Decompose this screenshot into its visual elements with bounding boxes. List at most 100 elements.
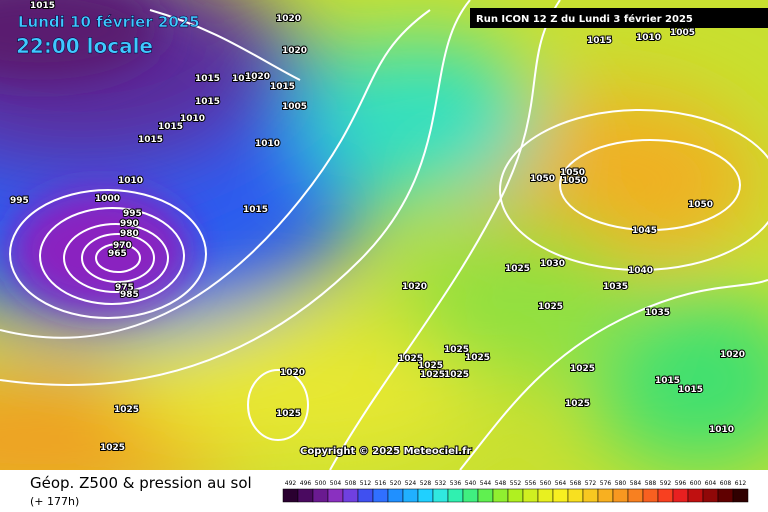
- copyright: Copyright © 2025 Meteociel.fr: [300, 446, 471, 457]
- isobar-label: 1020: [245, 72, 270, 82]
- isobar-label: 1015: [30, 1, 55, 11]
- legend-label: 612: [735, 480, 747, 487]
- isobar-label: 1025: [565, 399, 590, 409]
- isobar-label: 1015: [270, 82, 295, 92]
- legend-swatch: [672, 488, 689, 503]
- isobar-label: 990: [120, 219, 139, 229]
- date-label: Lundi 10 février 2025: [18, 13, 200, 31]
- legend-label: 560: [540, 480, 552, 487]
- isobar-label: 1025: [444, 345, 469, 355]
- isobar-label: 1015: [587, 36, 612, 46]
- isobar-label: 1010: [118, 176, 143, 186]
- footer-title: Géop. Z500 & pression au sol: [30, 474, 252, 492]
- isobar-label: 1025: [114, 405, 139, 415]
- isobar-label: 1045: [632, 226, 657, 236]
- legend-label: 544: [480, 480, 492, 487]
- isobar-label: 965: [108, 249, 127, 259]
- run-label: Run ICON 12 Z du Lundi 3 février 2025: [476, 13, 693, 25]
- isobar-label: 1015: [158, 122, 183, 132]
- isobar-label: 980: [120, 229, 139, 239]
- isobar-label: 1025: [570, 364, 595, 374]
- legend-swatch: [582, 488, 599, 503]
- legend-label: 552: [510, 480, 522, 487]
- isobar-label: 1025: [465, 353, 490, 363]
- legend-swatch: [627, 488, 644, 503]
- legend-label: 548: [495, 480, 507, 487]
- isobar-label: 1000: [95, 194, 120, 204]
- legend-swatch: [282, 488, 299, 503]
- legend-swatch: [537, 488, 554, 503]
- isobar-label: 1025: [100, 443, 125, 453]
- isobar-label: 1025: [418, 361, 443, 371]
- legend-swatch: [432, 488, 449, 503]
- legend-swatch: [507, 488, 524, 503]
- isobar-lines: [0, 0, 768, 471]
- legend-label: 588: [645, 480, 657, 487]
- legend-label: 540: [465, 480, 477, 487]
- isobar-label: 1015: [138, 135, 163, 145]
- isobar-label: 1015: [195, 97, 220, 107]
- legend-label: 592: [660, 480, 672, 487]
- isobar-label: 1005: [282, 102, 307, 112]
- isobar-label: 1020: [276, 14, 301, 24]
- isobar-label: 1025: [398, 354, 423, 364]
- legend-swatch: [327, 488, 344, 503]
- legend-label: 604: [705, 480, 717, 487]
- legend-label: 584: [630, 480, 642, 487]
- legend-swatch: [357, 488, 374, 503]
- isobar-label: 1020: [402, 282, 427, 292]
- legend-label: 572: [585, 480, 597, 487]
- legend-label: 512: [360, 480, 372, 487]
- isobar-label: 1025: [420, 370, 445, 380]
- isobar-label: 995: [123, 209, 142, 219]
- legend-label: 492: [285, 480, 297, 487]
- legend-label: 600: [690, 480, 702, 487]
- isobar-label: 1050: [530, 174, 555, 184]
- isobar-label: 1015: [243, 205, 268, 215]
- legend-swatch: [477, 488, 494, 503]
- legend-label: 496: [300, 480, 312, 487]
- isobar-label: 1015: [678, 385, 703, 395]
- isobar-label: 970: [113, 241, 132, 251]
- legend-label: 528: [420, 480, 432, 487]
- legend-label: 576: [600, 480, 612, 487]
- legend-swatch: [552, 488, 569, 503]
- isobar-label: 1015: [655, 376, 680, 386]
- legend-swatch: [387, 488, 404, 503]
- legend-swatch: [567, 488, 584, 503]
- isobar-label: 1010: [180, 114, 205, 124]
- legend-label: 508: [345, 480, 357, 487]
- isobar-label: 1010: [636, 33, 661, 43]
- legend-swatch: [492, 488, 509, 503]
- isobar-label: 1030: [540, 259, 565, 269]
- isobar-label: 1025: [276, 409, 301, 419]
- isobar-label: 1035: [603, 282, 628, 292]
- legend-swatch: [312, 488, 329, 503]
- legend-swatch: [447, 488, 464, 503]
- legend-swatch: [462, 488, 479, 503]
- isobar-label: 1005: [670, 28, 695, 38]
- legend-swatch: [417, 488, 434, 503]
- isobar-label: 1025: [538, 302, 563, 312]
- isobar-label: 1035: [645, 308, 670, 318]
- legend-swatch: [657, 488, 674, 503]
- legend-label: 532: [435, 480, 447, 487]
- isobar-label: 1025: [505, 264, 530, 274]
- legend-label: 520: [390, 480, 402, 487]
- isobar-label: 1050: [688, 200, 713, 210]
- isobar-label: 1050: [560, 168, 585, 178]
- legend-label: 500: [315, 480, 327, 487]
- isobar-label: 1010: [255, 139, 280, 149]
- legend-swatch: [372, 488, 389, 503]
- legend-label: 556: [525, 480, 537, 487]
- legend-label: 536: [450, 480, 462, 487]
- legend-label: 608: [720, 480, 732, 487]
- legend-swatch: [342, 488, 359, 503]
- legend-label: 568: [570, 480, 582, 487]
- legend-swatch: [642, 488, 659, 503]
- legend-swatch: [297, 488, 314, 503]
- footer-subtitle: (+ 177h): [30, 495, 79, 508]
- isobar-label: 1025: [444, 370, 469, 380]
